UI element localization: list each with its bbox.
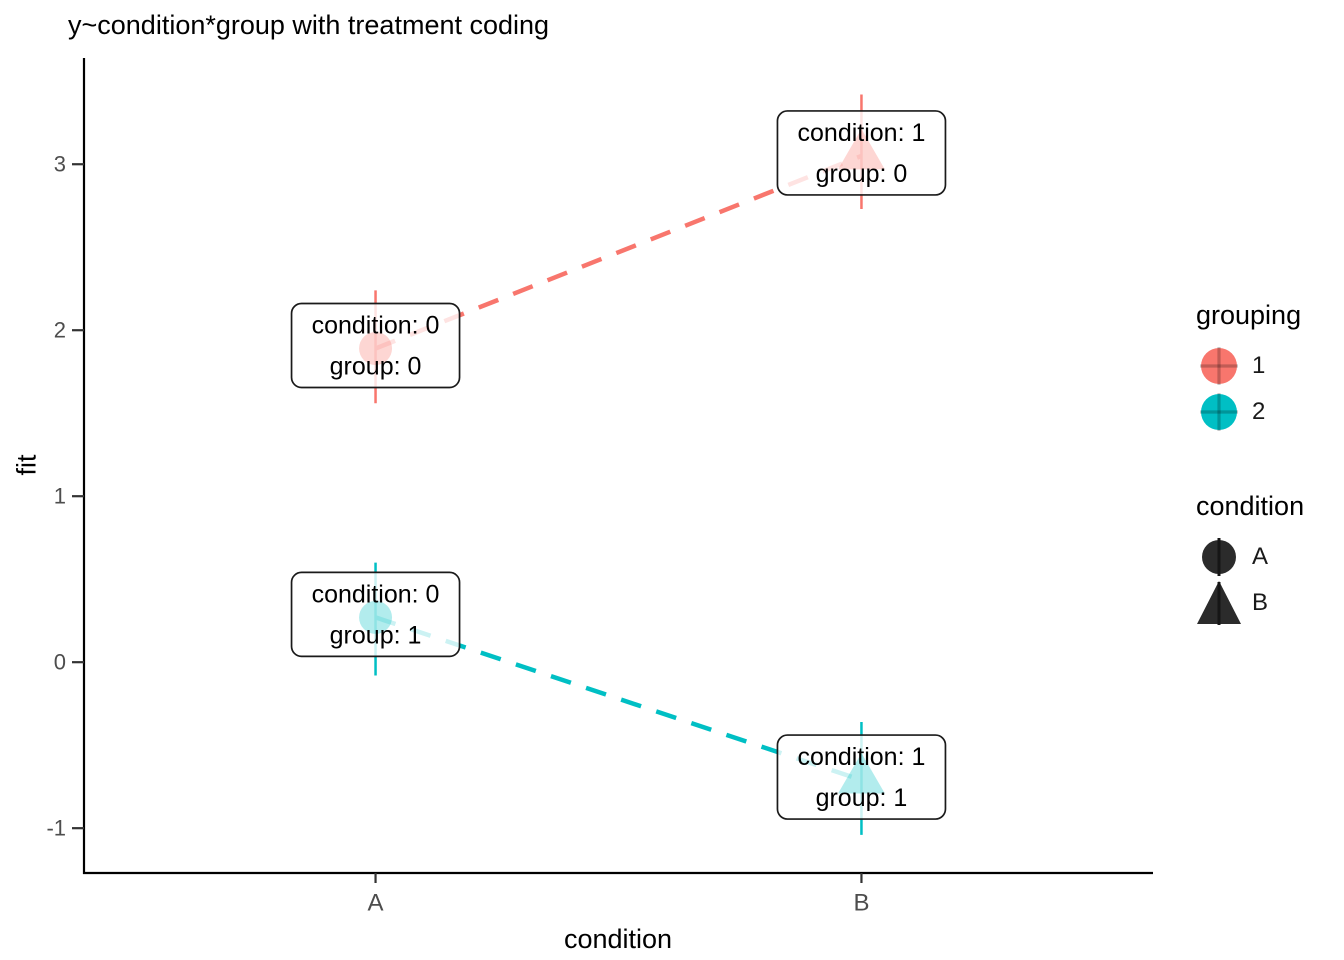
- y-tick-label: 2: [54, 318, 66, 343]
- legend-title-grouping: grouping: [1196, 300, 1302, 330]
- circle-cross-icon: [1200, 347, 1238, 385]
- data-point-circle: [359, 331, 393, 365]
- plot-title: y~condition*group with treatment coding: [68, 10, 550, 40]
- legend-item-1: 1: [1196, 343, 1304, 389]
- legend-title-condition: condition: [1196, 491, 1305, 521]
- legend-item-2: 2: [1196, 389, 1304, 435]
- legend-label: 2: [1252, 398, 1266, 425]
- legend-label: A: [1252, 543, 1269, 570]
- legend-item-A: A: [1196, 534, 1304, 580]
- triangle-line-icon: [1197, 581, 1241, 625]
- y-tick-label: 3: [54, 152, 66, 177]
- legend-label: 1: [1252, 352, 1266, 379]
- circle-line-icon: [1202, 538, 1236, 576]
- point-label-box: [776, 734, 947, 820]
- y-axis-title: fit: [11, 454, 42, 476]
- y-tick-label: 0: [54, 650, 66, 675]
- point-label-text: condition: 0: [312, 580, 440, 608]
- data-point-circle: [359, 600, 393, 634]
- x-axis-title: condition: [563, 924, 673, 954]
- circle-cross-icon: [1200, 393, 1238, 431]
- point-label-text: condition: 0: [312, 311, 440, 339]
- y-tick-label: 1: [54, 484, 66, 509]
- point-label-text: group: 1: [816, 784, 908, 812]
- point-label-text: condition: 1: [798, 119, 926, 147]
- y-tick-label: -1: [46, 816, 66, 841]
- point-label-text: group: 0: [816, 160, 908, 188]
- data-point-triangle: [838, 753, 885, 794]
- point-label-box: [290, 302, 461, 389]
- point-label-text: group: 1: [330, 621, 422, 649]
- point-label-text: condition: 1: [798, 743, 926, 771]
- point-label-box: [776, 110, 947, 196]
- point-label-box: [290, 571, 461, 658]
- x-tick-label: A: [368, 890, 384, 917]
- data-point-triangle: [838, 128, 885, 170]
- point-label-text: group: 0: [330, 352, 422, 380]
- x-tick-label: B: [853, 890, 869, 917]
- legend-label: B: [1252, 589, 1269, 616]
- legend-item-B: B: [1196, 580, 1304, 626]
